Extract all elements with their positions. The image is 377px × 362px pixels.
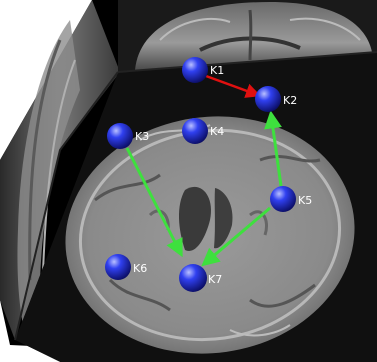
edge-k1-k2 [205, 74, 261, 98]
node-k3-label: K3 [135, 130, 149, 143]
node-k3[interactable]: K3 [107, 123, 149, 149]
node-layer: K1 K2 K3 K4 K5 K6 K7 [105, 57, 312, 292]
node-k1[interactable]: K1 [182, 57, 224, 83]
node-k6-label: K6 [133, 262, 147, 275]
edge-k3-k7 [125, 147, 183, 258]
node-k6[interactable]: K6 [105, 254, 147, 280]
ventricles [178, 186, 211, 251]
node-k5[interactable]: K5 [270, 186, 312, 212]
node-k4[interactable]: K4 [182, 118, 224, 144]
node-k4-label: K4 [210, 125, 224, 138]
edge-k5-k7 [201, 206, 271, 267]
node-k7-label: K7 [208, 273, 222, 286]
axial-brain [65, 116, 355, 354]
node-k7[interactable]: K7 [179, 264, 222, 292]
node-k1-label: K1 [210, 64, 224, 77]
sagittal-brain-texture [17, 20, 81, 330]
node-k2-label: K2 [283, 94, 297, 107]
edge-layer [125, 74, 283, 267]
edge-k5-k2 [264, 110, 283, 187]
node-k5-label: K5 [298, 194, 312, 207]
node-k2[interactable]: K2 [255, 86, 297, 112]
